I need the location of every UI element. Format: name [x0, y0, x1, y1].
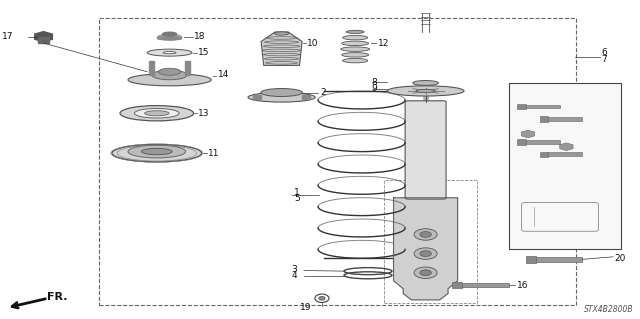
Text: 11: 11 [208, 149, 220, 158]
Ellipse shape [112, 144, 202, 162]
Text: 2: 2 [320, 88, 326, 97]
Bar [525, 140, 560, 144]
Text: 3: 3 [291, 265, 297, 274]
Text: FR.: FR. [47, 292, 67, 302]
Ellipse shape [413, 80, 438, 85]
Ellipse shape [128, 74, 211, 86]
Text: 19: 19 [300, 303, 312, 312]
Text: 12: 12 [378, 39, 389, 48]
Ellipse shape [159, 68, 181, 75]
Ellipse shape [261, 89, 303, 97]
Bar [547, 117, 582, 121]
Text: 9: 9 [371, 84, 377, 93]
Ellipse shape [134, 108, 179, 118]
Text: 16: 16 [517, 281, 529, 290]
Bar [253, 95, 261, 99]
Bar [540, 116, 548, 122]
Ellipse shape [128, 145, 186, 158]
Circle shape [420, 232, 431, 237]
Ellipse shape [342, 53, 369, 57]
Bar [534, 257, 582, 262]
Bar [517, 139, 526, 145]
Bar [547, 152, 582, 156]
Text: 8: 8 [371, 78, 377, 87]
Bar [149, 61, 154, 75]
Bar [526, 256, 536, 263]
Polygon shape [261, 32, 302, 65]
Text: 5: 5 [294, 195, 300, 204]
Circle shape [420, 251, 431, 256]
Bar [517, 104, 526, 109]
Ellipse shape [157, 38, 182, 40]
Circle shape [414, 229, 437, 240]
Bar [38, 37, 49, 43]
Ellipse shape [157, 34, 182, 40]
Circle shape [414, 248, 437, 259]
Ellipse shape [141, 148, 172, 155]
Ellipse shape [343, 35, 368, 40]
Ellipse shape [120, 106, 194, 121]
Ellipse shape [145, 111, 169, 116]
Bar [452, 282, 462, 288]
Text: 15: 15 [198, 48, 210, 57]
Ellipse shape [163, 52, 176, 54]
Text: 10: 10 [307, 39, 319, 48]
Text: 4: 4 [291, 271, 297, 280]
Ellipse shape [346, 30, 364, 33]
Text: 14: 14 [218, 70, 229, 79]
Text: 20: 20 [614, 254, 626, 263]
Circle shape [414, 267, 437, 278]
Bar [461, 283, 509, 287]
Bar [509, 83, 621, 249]
Ellipse shape [342, 41, 369, 46]
Bar [540, 152, 548, 157]
Circle shape [420, 270, 431, 276]
Ellipse shape [416, 89, 435, 93]
Polygon shape [394, 198, 458, 300]
Ellipse shape [152, 70, 188, 80]
Text: 1: 1 [294, 188, 300, 197]
Ellipse shape [343, 58, 368, 63]
Ellipse shape [387, 86, 464, 96]
Bar [384, 180, 477, 303]
Text: 6: 6 [602, 48, 607, 57]
Text: STX4B2800B: STX4B2800B [584, 305, 634, 314]
Ellipse shape [319, 296, 325, 300]
Ellipse shape [341, 47, 370, 51]
Bar [302, 95, 310, 99]
Text: 7: 7 [602, 56, 607, 64]
Bar [99, 18, 576, 305]
Ellipse shape [163, 32, 177, 36]
Bar [525, 105, 560, 108]
Text: 13: 13 [198, 109, 210, 118]
Ellipse shape [275, 32, 289, 35]
Ellipse shape [147, 49, 192, 56]
Text: 17: 17 [2, 32, 13, 41]
Bar [185, 61, 190, 75]
Ellipse shape [248, 93, 316, 102]
Text: 18: 18 [194, 32, 205, 41]
FancyBboxPatch shape [405, 101, 446, 199]
